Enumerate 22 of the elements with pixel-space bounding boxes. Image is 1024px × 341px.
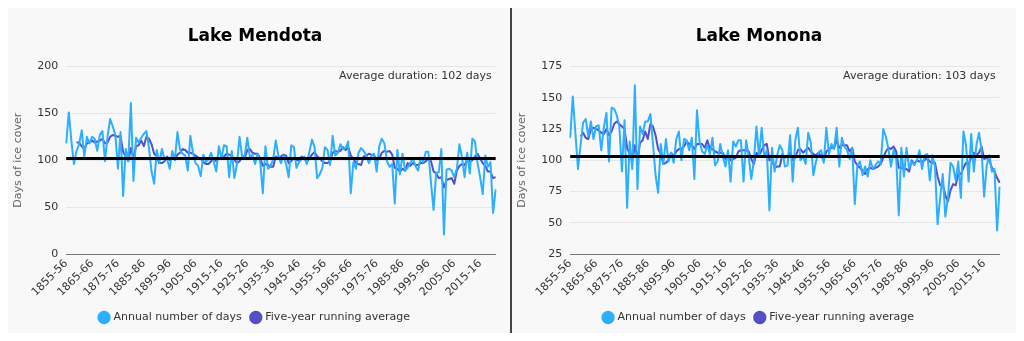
y-tick-label: 75 xyxy=(548,184,563,198)
y-tick-label: 150 xyxy=(37,106,59,120)
chart-title: Lake Monona xyxy=(695,24,823,45)
y-tick-label: 25 xyxy=(548,247,563,261)
y-tick-label: 175 xyxy=(541,59,563,73)
annotation: Average duration: 102 days xyxy=(339,69,492,83)
annotation: Average duration: 103 days xyxy=(843,69,996,83)
chart-title: Lake Mendota xyxy=(187,24,323,45)
y-tick-label: 200 xyxy=(37,59,59,73)
y-axis-title: Days of ice cover xyxy=(515,112,529,208)
legend-label: Annual number of days xyxy=(113,310,243,324)
y-tick-label: 150 xyxy=(541,90,563,104)
y-tick-label: 100 xyxy=(541,153,563,167)
y-tick-label: 50 xyxy=(44,200,59,214)
y-tick-label: 0 xyxy=(51,247,59,261)
y-tick-label: 125 xyxy=(541,121,563,135)
legend-label: Annual number of days xyxy=(617,310,747,324)
legend-label: Five-year running average xyxy=(265,310,411,324)
legend-label: Five-year running average xyxy=(769,310,915,324)
y-tick-label: 100 xyxy=(37,153,59,167)
y-tick-label: 50 xyxy=(548,215,563,229)
y-axis-title: Days of ice cover xyxy=(11,112,25,208)
